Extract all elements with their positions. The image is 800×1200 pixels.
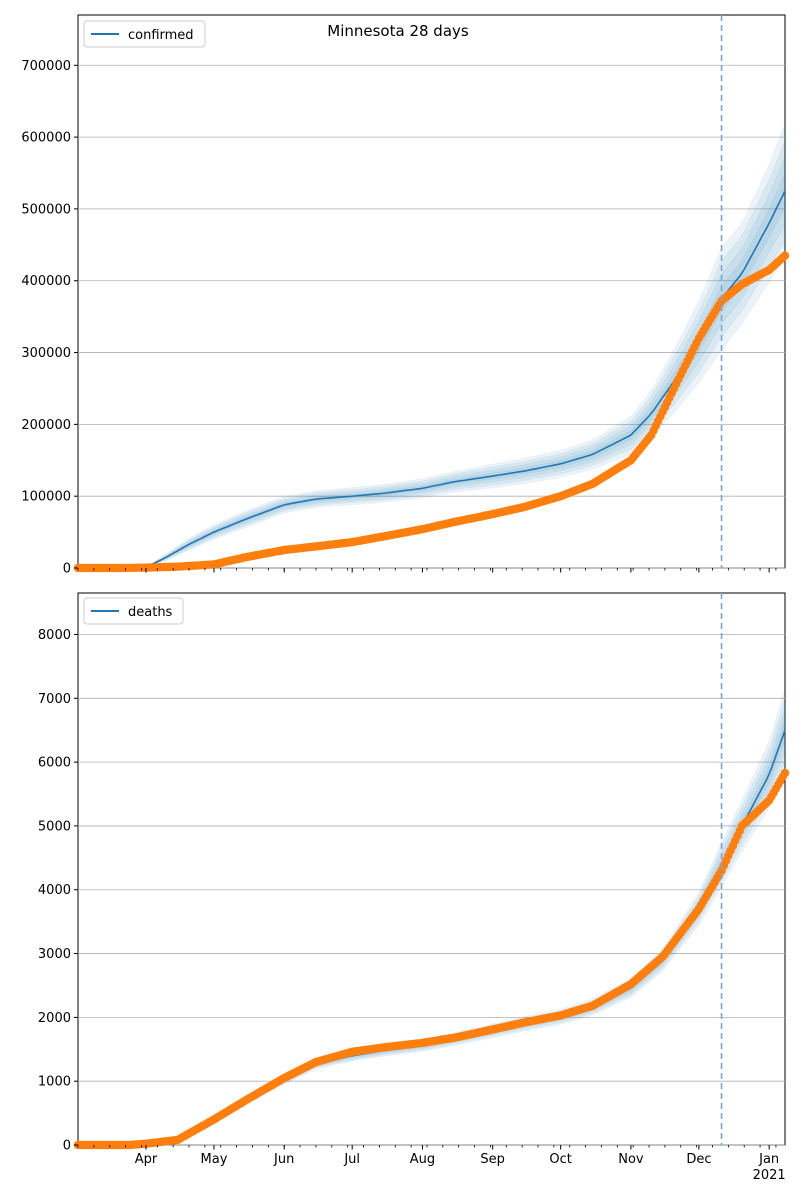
x-tick-label: Dec <box>686 1152 711 1167</box>
y-tick-label: 2000 <box>38 1011 71 1026</box>
observed-point <box>780 251 790 260</box>
y-tick-label: 0 <box>63 1139 71 1154</box>
confirmed-panel: 0 100000 200000 300000 400000 500000 600000 700… <box>21 14 790 577</box>
x-tick-label: Jan 2021 <box>753 1152 786 1183</box>
y-tick-label: 500000 <box>21 202 71 217</box>
uncertainty-band <box>78 699 786 1146</box>
deaths-legend-label: deaths <box>128 605 173 620</box>
y-tick-label: 400000 <box>21 274 71 289</box>
y-tick-label: 4000 <box>38 883 71 898</box>
deaths-observed-points <box>73 768 790 1150</box>
x-tick-label: Aug <box>410 1152 435 1167</box>
y-tick-label: 8000 <box>38 628 71 643</box>
y-tick-label: 700000 <box>21 59 71 74</box>
confirmed-legend-label: confirmed <box>128 28 194 43</box>
x-tick-label: Nov <box>618 1152 644 1167</box>
deaths-legend-box <box>83 597 184 625</box>
uncertainty-band <box>78 156 786 569</box>
uncertainty-band <box>78 173 786 569</box>
confirmed-x-axis-ticks <box>77 568 777 573</box>
chart-title: Minnesota 28 days <box>327 22 469 40</box>
confirmed-gridlines <box>78 64 785 569</box>
deaths-uncertainty-bands <box>78 688 786 1146</box>
x-tick-label: Oct <box>549 1152 571 1167</box>
y-tick-label: 3000 <box>38 947 71 962</box>
y-tick-label: 5000 <box>38 819 71 834</box>
x-tick-label: Apr <box>135 1152 158 1167</box>
y-tick-label: 1000 <box>38 1075 71 1090</box>
x-tick-label: Sep <box>480 1152 505 1167</box>
y-tick-label: 600000 <box>21 131 71 146</box>
deaths-panel: 0 1000 2000 3000 4000 5000 6000 7000 8000 Apr May… <box>38 592 790 1183</box>
confirmed-observed-points <box>73 251 790 573</box>
confirmed-uncertainty-bands <box>78 122 786 569</box>
confirmed-y-axis-ticks: 0 100000 200000 300000 400000 500000 600000 700… <box>21 59 78 577</box>
deaths-legend: deaths <box>83 597 184 625</box>
deaths-axes-frame <box>77 592 786 1146</box>
x-tick-label: May <box>201 1152 228 1167</box>
deaths-x-axis-ticks: Apr May Jun Jul Aug Sep Oct Nov Dec Jan 2021 <box>77 1145 786 1183</box>
y-tick-label: 6000 <box>38 756 71 771</box>
confirmed-model-line <box>78 190 786 569</box>
x-tick-label: Jul <box>343 1152 360 1167</box>
y-tick-label: 200000 <box>21 418 71 433</box>
deaths-gridlines <box>78 634 785 1146</box>
observed-point <box>780 768 790 778</box>
y-tick-label: 7000 <box>38 692 71 707</box>
deaths-y-axis-ticks: 0 1000 2000 3000 4000 5000 6000 7000 8000 <box>38 628 78 1154</box>
y-tick-label: 300000 <box>21 346 71 361</box>
confirmed-legend: confirmed <box>83 20 206 48</box>
y-tick-label: 0 <box>63 562 71 577</box>
y-tick-label: 100000 <box>21 490 71 505</box>
uncertainty-band <box>78 139 786 569</box>
confirmed-legend-box <box>83 20 206 48</box>
uncertainty-band <box>78 688 786 1146</box>
x-tick-label: Jun <box>273 1152 294 1167</box>
uncertainty-band <box>78 122 786 569</box>
